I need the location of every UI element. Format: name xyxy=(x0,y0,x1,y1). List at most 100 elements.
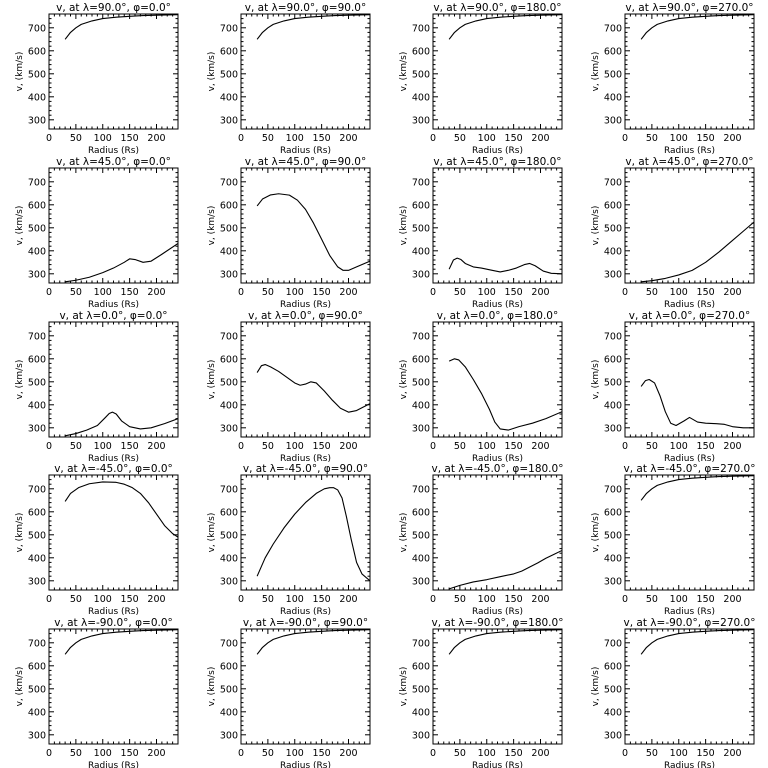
y-tick-label: 700 xyxy=(604,177,622,188)
y-tick-label: 600 xyxy=(220,354,238,365)
chart-title: v, at λ=90.0°, φ=180.0° xyxy=(433,2,561,14)
x-tick-label: 0 xyxy=(430,287,436,298)
x-axis-label: Radius (Rs) xyxy=(664,146,715,156)
y-tick-label: 700 xyxy=(412,177,430,188)
series-line-v-r xyxy=(640,629,754,655)
chart-panel-16: v, at λ=-45.0°, φ=270.0° 0 50 100 150 200 300 4… xyxy=(591,463,755,617)
plot-frame xyxy=(240,321,371,438)
x-tick-label: 200 xyxy=(531,133,549,144)
chart-panel-19: v, at λ=-90.0°, φ=180.0° 0 50 100 150 200 300 4… xyxy=(399,617,563,768)
x-tick-label: 50 xyxy=(646,133,658,144)
x-tick-label: 0 xyxy=(238,133,244,144)
x-tick-label: 200 xyxy=(531,441,549,452)
plot-frame xyxy=(624,167,755,284)
series-line-v-r xyxy=(64,481,178,538)
x-tick-label: 100 xyxy=(478,748,496,759)
x-tick-label: 150 xyxy=(505,594,523,605)
plot-frame xyxy=(48,628,179,745)
y-tick-label: 300 xyxy=(28,423,46,434)
x-axis-label: Radius (Rs) xyxy=(88,300,139,310)
chart-title: v, at λ=-90.0°, φ=270.0° xyxy=(624,617,756,629)
series-line-v-r xyxy=(65,411,178,437)
x-tick-label: 150 xyxy=(505,287,523,298)
y-tick-label: 400 xyxy=(412,707,430,718)
plot-frame xyxy=(432,628,563,745)
plot-frame xyxy=(432,167,563,284)
y-tick-label: 700 xyxy=(220,484,238,495)
y-tick-label: 500 xyxy=(604,223,622,234)
x-tick-label: 200 xyxy=(339,594,357,605)
y-axis-label: v, (km/s) xyxy=(207,667,217,707)
y-tick-label: 600 xyxy=(28,354,46,365)
x-axis-label: Radius (Rs) xyxy=(664,761,715,768)
y-tick-label: 700 xyxy=(28,331,46,342)
x-tick-label: 100 xyxy=(670,287,688,298)
chart-panel-14: v, at λ=-45.0°, φ=90.0° 0 50 100 150 200 300 40… xyxy=(207,463,371,617)
y-tick-label: 500 xyxy=(220,530,238,541)
y-tick-label: 600 xyxy=(28,46,46,57)
y-tick-label: 500 xyxy=(28,69,46,80)
x-tick-label: 200 xyxy=(723,748,741,759)
y-tick-label: 400 xyxy=(28,92,46,103)
y-tick-label: 500 xyxy=(604,69,622,80)
chart-title: v, at λ=-90.0°, φ=90.0° xyxy=(243,617,368,629)
x-tick-label: 200 xyxy=(723,133,741,144)
plot-frame xyxy=(624,13,755,130)
plot-frame xyxy=(48,474,179,591)
x-tick-label: 50 xyxy=(70,441,82,452)
x-tick-label: 200 xyxy=(531,748,549,759)
y-axis-label: v, (km/s) xyxy=(399,667,409,707)
x-tick-label: 150 xyxy=(697,748,715,759)
x-tick-label: 200 xyxy=(723,287,741,298)
x-tick-label: 200 xyxy=(339,748,357,759)
x-tick-label: 100 xyxy=(94,287,112,298)
x-tick-label: 0 xyxy=(46,441,52,452)
y-tick-label: 700 xyxy=(28,484,46,495)
y-axis-label: v, (km/s) xyxy=(207,52,217,92)
x-tick-label: 0 xyxy=(238,748,244,759)
x-axis-label: Radius (Rs) xyxy=(472,607,523,617)
y-tick-label: 500 xyxy=(412,223,430,234)
y-tick-label: 700 xyxy=(220,638,238,649)
x-tick-label: 100 xyxy=(94,441,112,452)
x-tick-label: 100 xyxy=(286,748,304,759)
y-tick-label: 400 xyxy=(412,246,430,257)
x-tick-label: 50 xyxy=(454,287,466,298)
y-tick-label: 500 xyxy=(220,223,238,234)
x-tick-label: 0 xyxy=(622,441,628,452)
x-tick-label: 50 xyxy=(646,594,658,605)
y-tick-label: 300 xyxy=(220,576,238,587)
y-axis-label: v, (km/s) xyxy=(207,206,217,246)
x-tick-label: 0 xyxy=(46,133,52,144)
y-tick-label: 600 xyxy=(412,354,430,365)
x-tick-label: 0 xyxy=(430,133,436,144)
series-line-v-r xyxy=(256,629,370,655)
y-tick-label: 600 xyxy=(604,46,622,57)
x-tick-label: 200 xyxy=(723,441,741,452)
y-tick-label: 600 xyxy=(220,46,238,57)
x-tick-label: 50 xyxy=(454,441,466,452)
y-tick-label: 300 xyxy=(28,269,46,280)
y-tick-label: 600 xyxy=(604,507,622,518)
plot-frame xyxy=(48,13,179,130)
x-axis-label: Radius (Rs) xyxy=(472,300,523,310)
chart-title: v, at λ=45.0°, φ=90.0° xyxy=(245,156,366,168)
x-tick-label: 200 xyxy=(147,594,165,605)
x-tick-label: 100 xyxy=(94,133,112,144)
y-tick-label: 500 xyxy=(220,684,238,695)
y-axis-label: v, (km/s) xyxy=(591,667,601,707)
x-tick-label: 200 xyxy=(339,287,357,298)
x-tick-label: 50 xyxy=(646,441,658,452)
y-tick-label: 700 xyxy=(220,177,238,188)
y-tick-label: 300 xyxy=(604,423,622,434)
y-tick-label: 700 xyxy=(412,23,430,34)
y-axis-label: v, (km/s) xyxy=(15,360,25,400)
x-tick-label: 0 xyxy=(238,441,244,452)
chart-title: v, at λ=0.0°, φ=0.0° xyxy=(59,310,167,322)
x-axis-label: Radius (Rs) xyxy=(664,454,715,464)
y-tick-label: 500 xyxy=(220,69,238,80)
plot-frame xyxy=(432,13,563,130)
y-tick-label: 400 xyxy=(28,553,46,564)
y-tick-label: 400 xyxy=(604,707,622,718)
x-axis-label: Radius (Rs) xyxy=(472,761,523,768)
